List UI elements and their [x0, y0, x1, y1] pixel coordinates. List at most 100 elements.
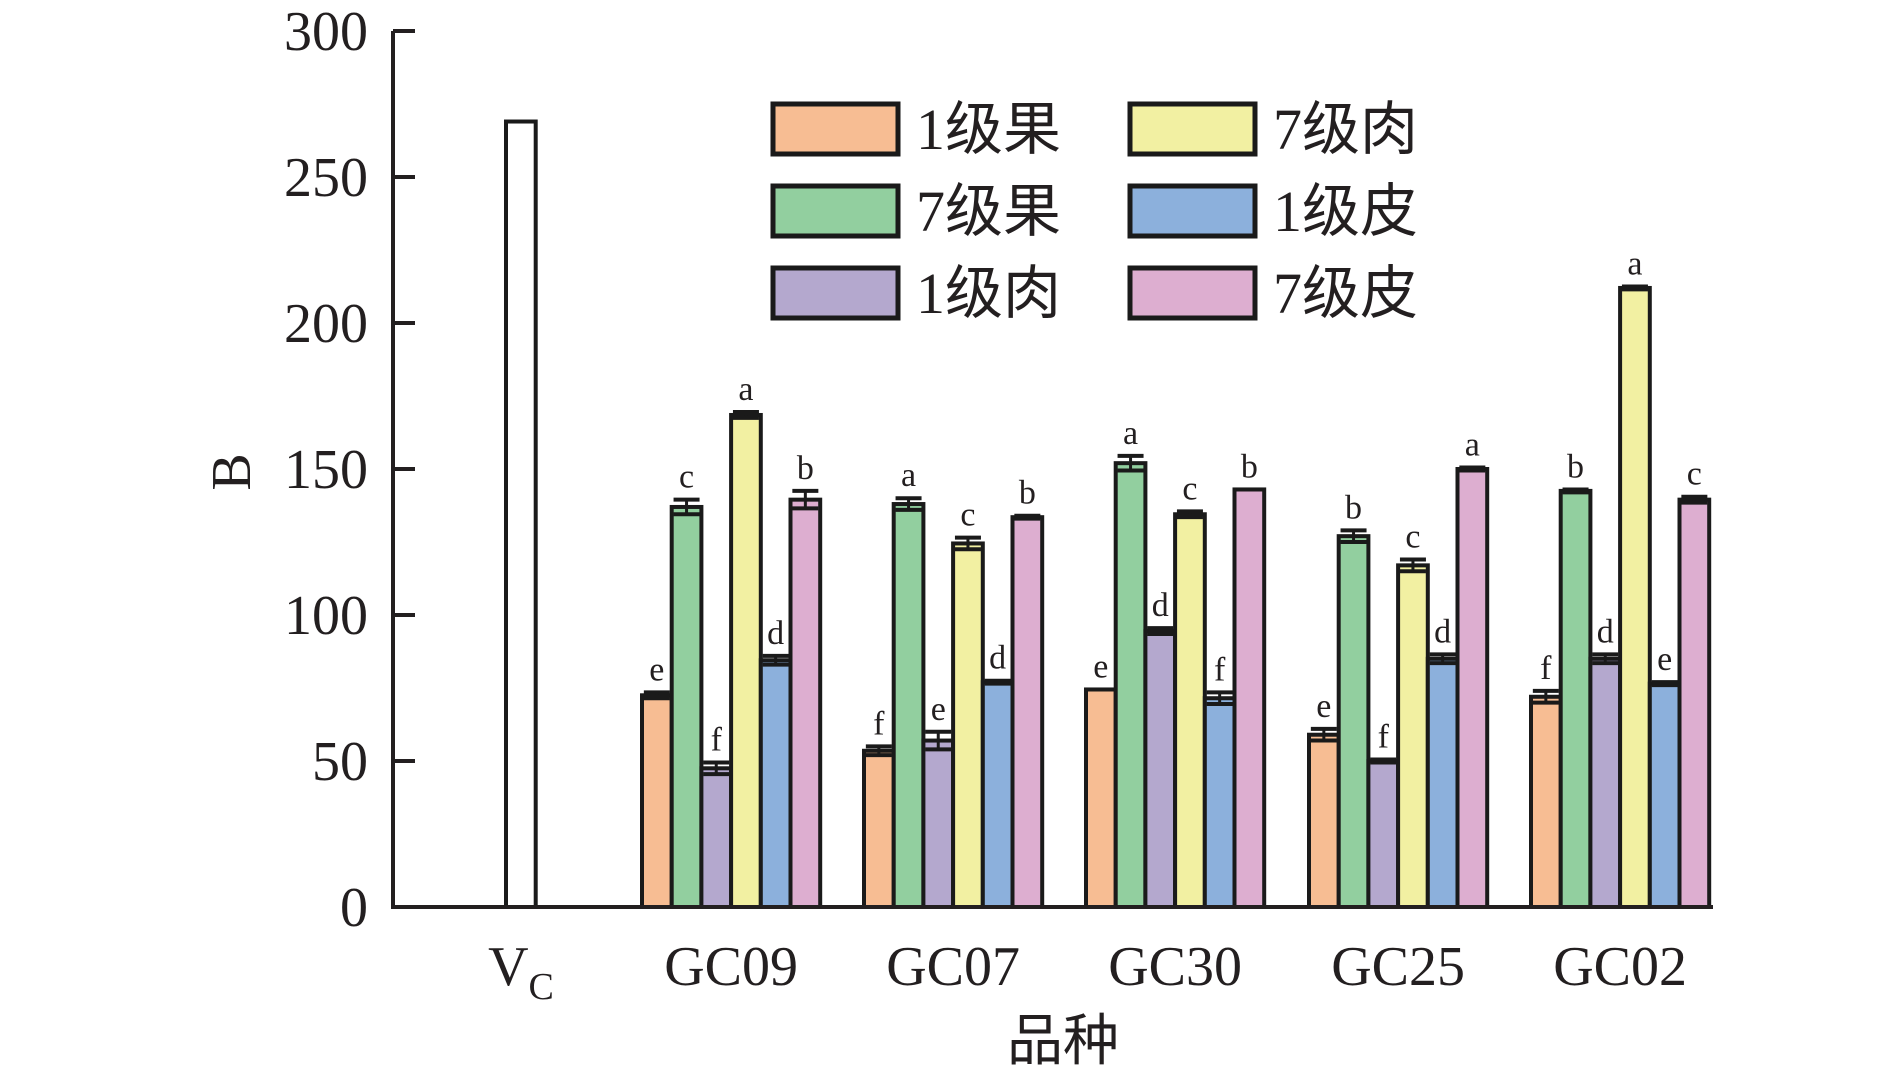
error-bar-GC02-3	[1621, 284, 1648, 292]
error-bar-GC07-4	[984, 678, 1011, 686]
legend-swatch	[770, 265, 901, 321]
legend-label: 1级肉	[916, 261, 1061, 326]
legend-label: 1级皮	[1273, 179, 1418, 244]
legend: 1级果 7级肉 7级果 1级皮 1级肉 7级皮	[770, 97, 1418, 326]
bar-GC30-4	[1202, 696, 1237, 909]
error-bar-GC25-4	[1429, 652, 1456, 666]
x-tick-label-GC25: GC25	[1331, 936, 1465, 998]
y-tick-label-0: 0	[340, 877, 368, 939]
significance-letter-GC25-1: b	[1345, 489, 1362, 526]
y-tick-label-100: 100	[284, 585, 368, 647]
x-tick-label-GC09: GC09	[664, 936, 798, 998]
legend-swatch	[1127, 101, 1258, 157]
error-bar-GC02-1	[1562, 487, 1589, 495]
error-bar-GC07-1	[895, 496, 922, 512]
error-bar-GC07-3	[954, 535, 981, 552]
bar-GC07-4	[980, 680, 1015, 909]
error-bar-GC02-2	[1592, 652, 1619, 666]
error-bar-GC07-5	[1014, 513, 1041, 521]
legend-label: 1级果	[916, 97, 1061, 162]
legend-item-2: 1级肉	[770, 261, 1061, 326]
significance-letter-GC30-4: f	[1214, 651, 1226, 688]
significance-letter-GC09-3: a	[738, 371, 753, 408]
significance-letter-GC07-0: f	[873, 705, 885, 742]
bar-GC09-4	[758, 658, 793, 910]
bar-GC07-1	[891, 502, 926, 909]
y-tick-label-300: 300	[284, 1, 368, 63]
significance-letter-GC07-5: b	[1019, 475, 1036, 512]
error-bar-GC09-1	[673, 497, 700, 517]
bar-GC02-0	[1529, 694, 1563, 910]
y-tick-label-200: 200	[284, 293, 368, 355]
error-bar-GC09-5	[792, 488, 819, 511]
bar-GC09-5	[788, 497, 823, 909]
significance-letter-GC25-4: d	[1434, 613, 1451, 650]
control-label-sub: C	[529, 966, 554, 1008]
significance-letter-GC30-0: e	[1093, 648, 1108, 685]
y-axis-title: B	[201, 453, 263, 490]
legend-item-4: 1级皮	[1127, 179, 1418, 244]
significance-letter-GC02-2: d	[1597, 613, 1614, 650]
bar-GC09-0	[640, 693, 674, 909]
error-bar-GC25-1	[1340, 528, 1367, 544]
legend-label: 7级肉	[1273, 97, 1418, 162]
bar-GC30-3	[1173, 512, 1207, 909]
error-bar-GC09-2	[703, 760, 730, 777]
error-bar-GC07-2	[925, 729, 952, 752]
legend-item-0: 1级果	[770, 97, 1061, 162]
significance-letter-GC02-4: e	[1657, 641, 1672, 678]
bar-GC09-2	[699, 766, 734, 909]
bar-GC07-0	[862, 748, 896, 910]
bar-GC09-3	[729, 412, 763, 909]
x-tick-label-GC07: GC07	[886, 936, 1020, 998]
significance-letter-GC30-2: d	[1152, 587, 1169, 624]
control-label-main: V	[488, 936, 528, 998]
significance-letter-GC07-3: c	[960, 497, 975, 534]
axes-layer	[391, 31, 1713, 909]
significance-letter-GC09-1: c	[679, 459, 694, 496]
significance-letter-GC09-2: f	[711, 721, 723, 758]
bar-GC30-2	[1143, 629, 1178, 909]
error-bar-GC30-1	[1117, 453, 1144, 473]
significance-letter-GC30-3: c	[1182, 470, 1197, 507]
error-bar-GC30-4	[1206, 690, 1233, 707]
y-tick-label-250: 250	[284, 147, 368, 209]
bar-GC25-4	[1425, 656, 1460, 909]
bar-GC25-2	[1366, 759, 1401, 909]
x-axis-title: 品种	[1007, 1011, 1119, 1073]
legend-item-5: 7级皮	[1127, 261, 1418, 326]
bar-GC30-0	[1084, 687, 1118, 910]
significance-letter-GC25-0: e	[1316, 688, 1331, 725]
error-bar-GC07-0	[865, 744, 892, 758]
error-bar-GC09-4	[762, 653, 789, 667]
significance-letter-GC07-4: d	[989, 640, 1006, 677]
y-tick-label-50: 50	[312, 731, 368, 793]
legend-item-1: 7级果	[770, 179, 1061, 244]
bar-GC25-1	[1336, 534, 1371, 909]
significance-letter-GC02-0: f	[1540, 650, 1552, 687]
legend-swatch	[1127, 265, 1258, 321]
legend-swatch	[1127, 183, 1258, 239]
bar-GC30-5	[1232, 487, 1267, 909]
bar-GC02-2	[1588, 656, 1623, 909]
y-tick-label-150: 150	[284, 439, 368, 501]
x-tick-label-GC30: GC30	[1108, 936, 1242, 998]
legend-swatch	[770, 183, 901, 239]
significance-letter-GC30-1: a	[1123, 415, 1138, 452]
legend-item-3: 7级肉	[1127, 97, 1418, 162]
error-bar-GC25-0	[1310, 726, 1337, 743]
bars-layer: e c f a d b f a e c d b e a d c f b e b f c d a f b d a e c	[504, 119, 1712, 910]
bar-GC02-3	[1618, 285, 1652, 909]
significance-letter-GC09-0: e	[649, 651, 664, 688]
error-bar-GC02-0	[1532, 688, 1559, 705]
bar-GC07-2	[921, 738, 956, 909]
error-bar-GC02-4	[1651, 680, 1678, 688]
significance-letter-GC25-2: f	[1378, 719, 1390, 756]
legend-swatch	[770, 101, 901, 157]
significance-letter-GC25-3: c	[1405, 519, 1420, 556]
bar-GC07-3	[951, 541, 985, 910]
significance-letter-GC02-5: c	[1687, 456, 1702, 493]
error-bar-GC25-2	[1370, 757, 1397, 765]
bar-GC25-0	[1307, 732, 1341, 909]
